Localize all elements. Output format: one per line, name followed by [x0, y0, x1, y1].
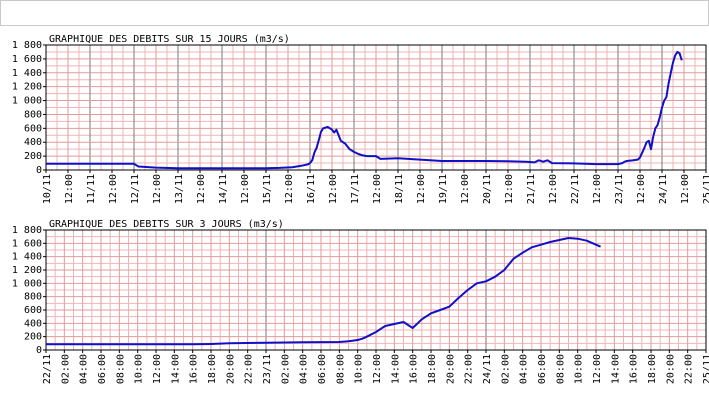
chart-15-days-xtick-label: 24/11 [658, 174, 669, 204]
chart-15-days-ytick-label: 1 600 [12, 54, 42, 65]
chart-15-days-xtick-label: 12:00 [372, 174, 383, 204]
chart-15-days-xtick-label: 12:00 [196, 174, 207, 204]
chart-15-days-xtick-label: 12:00 [504, 174, 515, 204]
chart-15-days-xtick-label: 16/11 [306, 174, 317, 204]
top-bar [0, 0, 709, 26]
chart-15-days-xtick-label: 22/11 [570, 174, 581, 204]
chart-15-days-xtick-label: 19/11 [438, 174, 449, 204]
chart-15-days-xtick-label: 12:00 [152, 174, 163, 204]
chart-15-days-series-line [46, 50, 683, 170]
chart-15-days-yticks: 0 200 400 600 800 1 000 1 200 1 400 1 600 1 800 [12, 40, 46, 176]
chart-15-days-xtick-label: 12:00 [108, 174, 119, 204]
chart-15-days-xtick-label: 10/11 [42, 174, 53, 204]
chart-15-days-grid [45, 44, 707, 171]
chart-15-days-xtick-label: 12/11 [130, 174, 141, 204]
chart-15-days-ytick-label: 1 000 [12, 96, 42, 107]
chart-15-days-xtick-label: 12:00 [680, 174, 691, 204]
chart-15-days-xtick-label: 25/11 [702, 174, 709, 204]
chart-15-days-xtick-label: 12:00 [592, 174, 603, 204]
chart-15-days-xtick-label: 12:00 [548, 174, 559, 204]
chart-15-days-xtick-label: 21/11 [526, 174, 537, 204]
chart-15-days-xtick-label: 15/11 [262, 174, 273, 204]
chart-15-days-xtick-label: 23/11 [614, 174, 625, 204]
chart-15-days-xtick-label: 12:00 [460, 174, 471, 204]
chart-15-days-xtick-label: 20/11 [482, 174, 493, 204]
chart-15-days-xtick-label: 12:00 [636, 174, 647, 204]
chart-15-days-ytick-label: 600 [24, 123, 42, 134]
chart-15-days-xtick-label: 13/11 [174, 174, 185, 204]
chart-15-days-ytick-label: 0 [36, 165, 42, 176]
chart-15-days-ytick-label: 1 200 [12, 82, 42, 93]
chart-15-days-xticks: 10/11 12:00 11/11 12:00 12/11 12:00 13/11 12:00… [42, 170, 709, 204]
chart-15-days-ytick-label: 400 [24, 137, 42, 148]
chart-15-days-ytick-label: 800 [24, 109, 42, 120]
chart-15-days-xtick-label: 12:00 [416, 174, 427, 204]
chart-15-days-xtick-label: 12:00 [240, 174, 251, 204]
chart-15-days-xtick-label: 18/11 [394, 174, 405, 204]
chart-15-days-xtick-label: 12:00 [64, 174, 75, 204]
chart-15-days-ytick-label: 200 [24, 151, 42, 162]
chart-15-days-title: GRAPHIQUE DES DEBITS SUR 15 JOURS (m3/s) [49, 34, 290, 45]
chart-15-days-line [46, 50, 683, 170]
chart-15-days-xtick-label: 12:00 [328, 174, 339, 204]
chart-15-days-xtick-label: 17/11 [350, 174, 361, 204]
chart-15-days-xtick-label: 14/11 [218, 174, 229, 204]
chart-15-days-ytick-label: 1 400 [12, 68, 42, 79]
chart-15-days-ytick-label: 1 800 [12, 40, 42, 51]
chart-15-days-xtick-label: 11/11 [86, 174, 97, 204]
chart-15-days-xtick-label: 12:00 [284, 174, 295, 204]
